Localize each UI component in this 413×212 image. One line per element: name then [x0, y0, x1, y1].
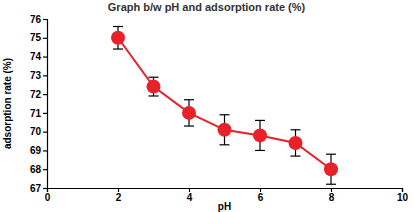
error-bar-cap: [291, 129, 301, 130]
x-axis-title: pH: [218, 201, 231, 212]
tick-mark: [43, 150, 47, 151]
tick: 72: [30, 89, 47, 100]
error-bar-cap: [255, 150, 265, 151]
tick-label: 76: [30, 14, 42, 25]
tick-label: 10: [397, 192, 409, 203]
error-bar-cap: [184, 99, 194, 100]
tick-label: 2: [116, 192, 122, 203]
error-bar-cap: [184, 125, 194, 126]
tick-label: 74: [30, 51, 42, 62]
error-bar-cap: [113, 48, 123, 49]
tick: 6: [258, 188, 264, 203]
tick-label: 8: [329, 192, 335, 203]
tick-label: 75: [30, 32, 42, 43]
tick-mark: [43, 188, 47, 189]
tick: 68: [30, 164, 47, 175]
error-bar-cap: [149, 77, 159, 78]
tick-mark: [43, 113, 47, 114]
error-bar-cap: [255, 120, 265, 121]
tick-label: 72: [30, 89, 42, 100]
error-bar-cap: [220, 144, 230, 145]
tick: 10: [397, 188, 409, 203]
tick-mark: [43, 56, 47, 57]
point: [253, 128, 267, 142]
point: [289, 136, 303, 150]
error-bar-cap: [220, 114, 230, 115]
tick-label: 73: [30, 70, 42, 81]
point: [182, 106, 196, 120]
y-axis: 67 68 69 70 71 72 73 74 75 76: [30, 14, 48, 194]
point: [324, 162, 338, 176]
chart: Graph b/w pH and adsorption rate (%) 0 2 4 6…: [0, 0, 413, 212]
tick-label: 6: [258, 192, 264, 203]
axis-line: [48, 189, 403, 193]
tick: 71: [30, 108, 47, 119]
axis-line: [43, 20, 48, 189]
error-bar-cap: [113, 26, 123, 27]
error-bar-cap: [326, 184, 336, 185]
tick-label: 0: [45, 192, 51, 203]
tick-mark: [43, 132, 47, 133]
tick-mark: [43, 75, 47, 76]
tick-mark: [43, 94, 47, 95]
tick-mark: [43, 19, 47, 20]
point: [111, 31, 125, 45]
error-bar-cap: [291, 155, 301, 156]
tick-mark: [43, 169, 47, 170]
tick-mark: [43, 38, 47, 39]
tick: 8: [329, 188, 335, 203]
error-bar-cap: [326, 154, 336, 155]
tick: 76: [30, 14, 47, 25]
tick: 2: [116, 188, 122, 203]
title: Graph b/w pH and adsorption rate (%): [108, 1, 306, 13]
tick-label: 68: [30, 164, 42, 175]
tick-label: 4: [187, 192, 193, 203]
tick-label: 69: [30, 145, 42, 156]
tick: 74: [30, 51, 47, 62]
error-bar-cap: [149, 95, 159, 96]
tick: 73: [30, 70, 47, 81]
y-axis-title: adsorption rate (%): [2, 58, 13, 149]
point: [147, 80, 161, 94]
point: [218, 123, 232, 137]
line: [118, 38, 331, 169]
tick-label: 70: [30, 126, 42, 137]
plot-area: [111, 27, 338, 185]
tick: 67: [30, 183, 47, 194]
tick: 0: [45, 188, 51, 203]
tick: 75: [30, 32, 47, 43]
tick-label: 71: [30, 108, 42, 119]
tick-label: 67: [30, 183, 42, 194]
tick: 4: [187, 188, 193, 203]
tick: 70: [30, 126, 47, 137]
tick: 69: [30, 145, 47, 156]
